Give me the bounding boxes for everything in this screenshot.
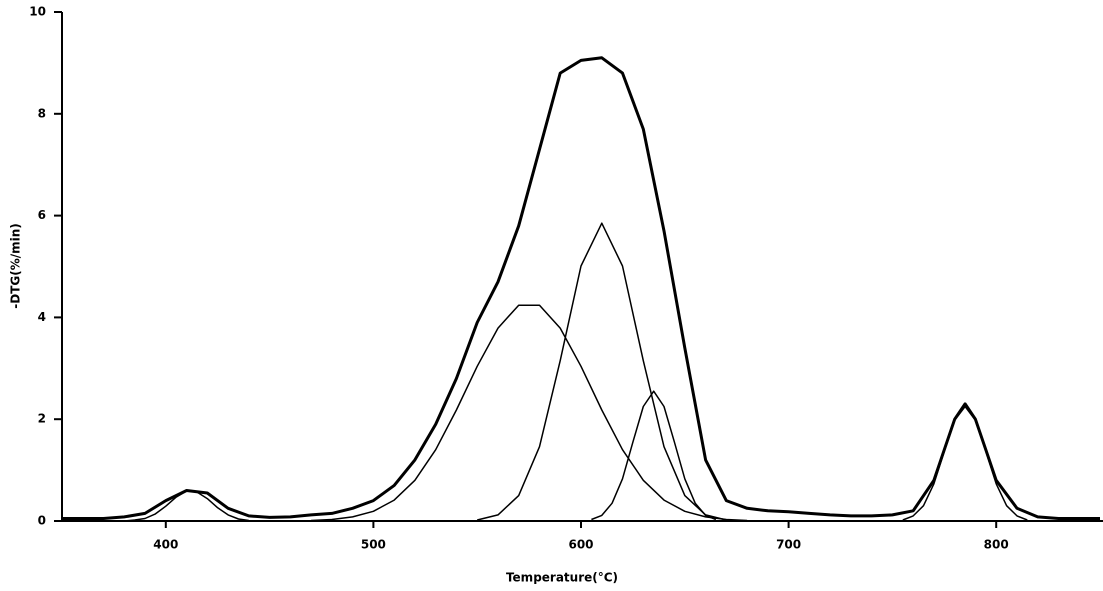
data-line — [477, 222, 727, 521]
y-tick-label: 8 — [38, 106, 46, 120]
data-line — [62, 56, 1100, 520]
x-tick-label: 700 — [776, 538, 801, 552]
x-tick-label: 600 — [568, 538, 593, 552]
data-line — [591, 390, 717, 521]
y-axis-label: -DTG(%/min) — [9, 223, 23, 309]
data-line — [311, 304, 748, 522]
x-tick-label: 400 — [153, 538, 178, 552]
x-axis-label: Temperature(°C) — [506, 571, 618, 585]
y-tick-label: 6 — [38, 208, 46, 222]
data-line — [902, 405, 1028, 521]
x-tick-label: 500 — [361, 538, 386, 552]
y-tick-label: 2 — [38, 412, 46, 426]
x-tick-label: 800 — [984, 538, 1009, 552]
y-tick-label: 0 — [38, 514, 46, 528]
y-tick-label: 4 — [38, 310, 46, 324]
y-tick-label: 10 — [29, 5, 46, 19]
data-line — [124, 490, 249, 522]
